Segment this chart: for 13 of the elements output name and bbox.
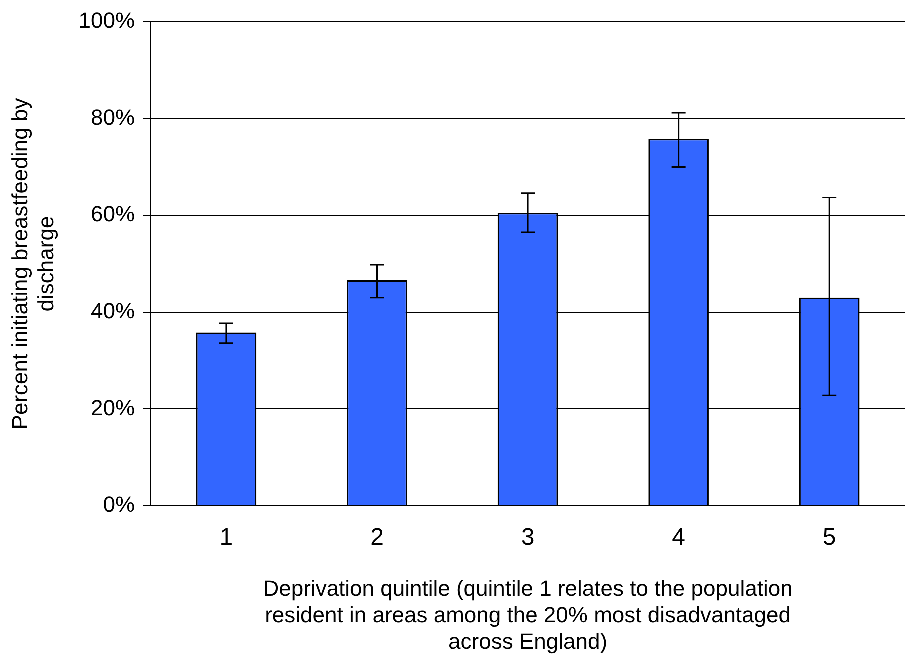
y-tick-label: 0% [103, 492, 136, 518]
x-tick-label: 4 [672, 524, 686, 552]
x-axis-title: Deprivation quintile (quintile 1 relates to the population resident in areas among the 20% most disadvantaged across England) [263, 576, 793, 654]
y-tick-label: 100% [78, 8, 136, 34]
y-tick-label: 80% [91, 104, 136, 130]
x-tick-label: 3 [521, 524, 535, 552]
x-tick-label: 1 [220, 524, 234, 552]
y-tick-label: 40% [91, 298, 136, 324]
x-tick-label: 2 [370, 524, 384, 552]
y-axis-title: Percent initiating breastfeeding by discharge [7, 98, 59, 430]
y-tick-label: 60% [91, 202, 136, 227]
x-tick-label: 5 [822, 524, 836, 552]
y-tick-label: 20% [91, 395, 136, 420]
